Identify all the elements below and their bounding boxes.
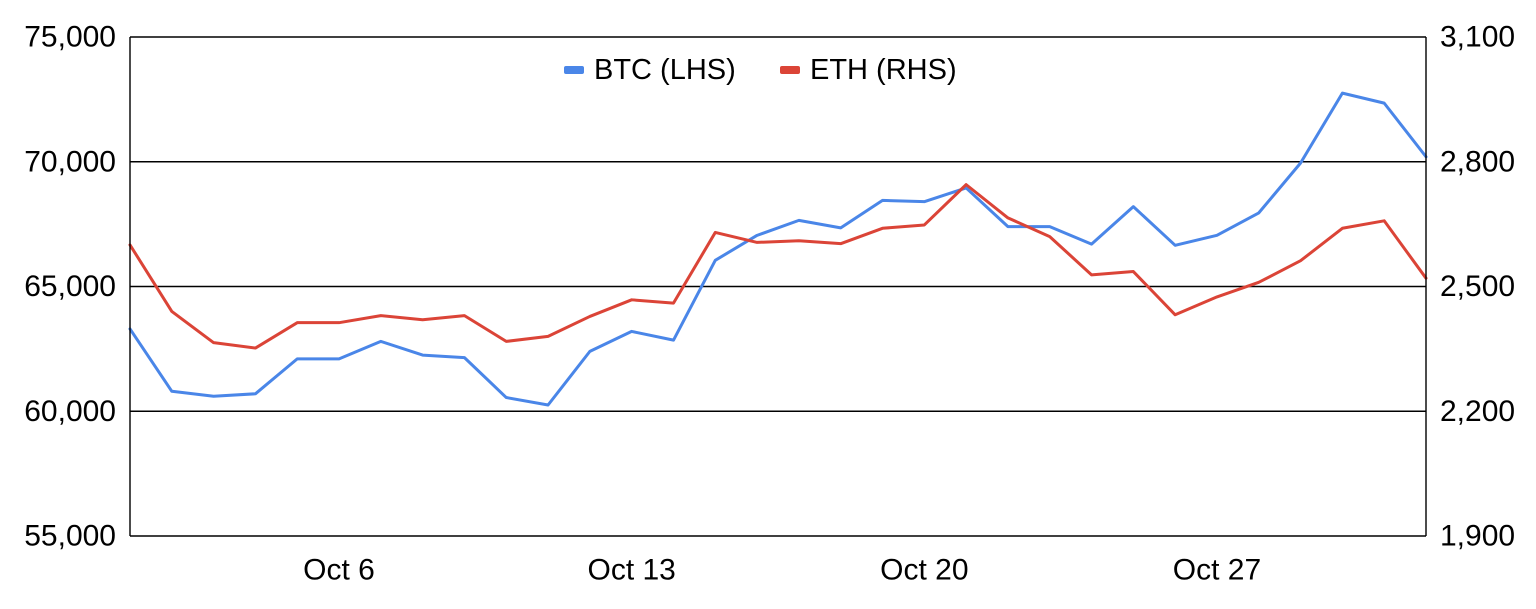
data-point: [211, 393, 217, 399]
data-point: [1214, 294, 1220, 300]
data-point: [169, 308, 175, 314]
data-point: [1381, 218, 1387, 224]
data-point: [1298, 258, 1304, 264]
data-point: [1256, 279, 1262, 285]
x-axis-tick-label: Oct 6: [303, 554, 375, 587]
left-axis-tick-label: 60,000: [24, 395, 116, 428]
data-point: [1298, 160, 1304, 166]
data-point: [545, 333, 551, 339]
data-point: [336, 320, 342, 326]
left-axis-tick-label: 75,000: [24, 21, 116, 54]
data-point: [1214, 232, 1220, 238]
data-point: [796, 238, 802, 244]
data-point: [1339, 90, 1345, 96]
legend-item[interactable]: ETH (RHS): [780, 54, 957, 86]
data-point: [963, 182, 969, 188]
data-point: [1381, 100, 1387, 106]
data-point: [252, 391, 258, 397]
x-axis-tick-label: Oct 27: [1173, 554, 1261, 587]
data-point: [587, 313, 593, 319]
legend-label: ETH (RHS): [810, 54, 957, 86]
data-point: [545, 402, 551, 408]
data-point: [1047, 224, 1053, 230]
right-axis-tick-label: 2,200: [1440, 395, 1515, 428]
data-point: [1005, 224, 1011, 230]
left-axis-tick-label: 55,000: [24, 520, 116, 553]
left-axis-tick-label: 65,000: [24, 270, 116, 303]
data-point: [796, 217, 802, 223]
legend-swatch: [780, 66, 800, 74]
data-point: [1172, 312, 1178, 318]
data-point: [461, 313, 467, 319]
data-point: [1005, 215, 1011, 221]
data-point: [1047, 234, 1053, 240]
data-point: [1089, 241, 1095, 247]
data-point: [629, 328, 635, 334]
data-point: [503, 338, 509, 344]
data-point: [712, 257, 718, 263]
data-point: [670, 300, 676, 306]
series-lines: [128, 90, 1428, 408]
series-line: [128, 91, 1428, 407]
data-point: [252, 345, 258, 351]
data-point: [670, 337, 676, 343]
data-point: [336, 356, 342, 362]
data-point: [629, 297, 635, 303]
right-axis-tick-label: 2,500: [1440, 270, 1515, 303]
data-point: [1172, 242, 1178, 248]
right-axis-tick-label: 1,900: [1440, 520, 1515, 553]
legend[interactable]: BTC (LHS) ETH (RHS): [564, 54, 957, 86]
data-point: [587, 348, 593, 354]
legend-item[interactable]: BTC (LHS): [564, 54, 736, 86]
data-point: [420, 317, 426, 323]
data-point: [461, 355, 467, 361]
right-axis-tick-label: 2,800: [1440, 145, 1515, 178]
axes: 55,000 60,000 65,000 70,000 75,000 1,900 2,200…: [24, 21, 1515, 587]
data-point: [1339, 225, 1345, 231]
legend-swatch: [564, 66, 584, 74]
gridlines: [130, 36, 1426, 537]
data-point: [294, 356, 300, 362]
data-point: [838, 225, 844, 231]
legend-label: BTC (LHS): [594, 54, 736, 86]
data-point: [754, 232, 760, 238]
right-axis-tick-label: 3,100: [1440, 21, 1515, 54]
data-point: [378, 313, 384, 319]
data-point: [503, 395, 509, 401]
series-btc: [128, 90, 1428, 408]
data-point: [1130, 269, 1136, 275]
data-point: [211, 340, 217, 346]
data-point: [880, 225, 886, 231]
x-axis-tick-label: Oct 13: [587, 554, 675, 587]
series-eth: [128, 182, 1428, 351]
data-point: [921, 199, 927, 205]
data-point: [420, 352, 426, 358]
data-point: [712, 229, 718, 235]
data-point: [169, 388, 175, 394]
data-point: [378, 338, 384, 344]
series-line: [128, 183, 1428, 350]
x-axis-tick-label: Oct 20: [880, 554, 968, 587]
data-point: [294, 320, 300, 326]
data-point: [921, 222, 927, 228]
data-point: [880, 197, 886, 203]
data-point: [1089, 272, 1095, 278]
data-point: [1256, 210, 1262, 216]
left-axis-tick-label: 70,000: [24, 145, 116, 178]
data-point: [838, 241, 844, 247]
data-point: [1130, 204, 1136, 210]
data-point: [754, 239, 760, 245]
